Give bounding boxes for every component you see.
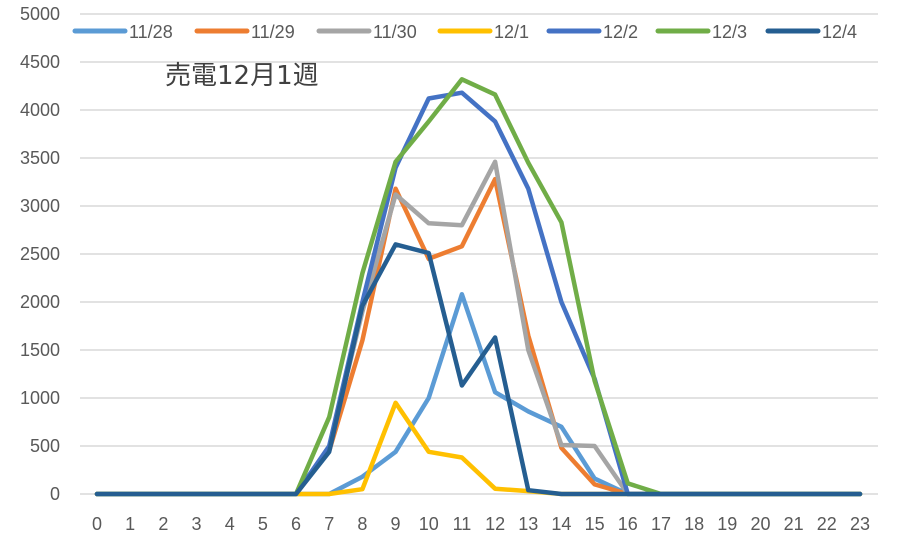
y-tick-label: 1500 xyxy=(20,340,60,360)
y-tick-label: 3000 xyxy=(20,196,60,216)
legend-item-12-2: 12/2 xyxy=(546,22,638,42)
x-tick-label: 7 xyxy=(324,514,334,534)
chart-title: 売電12月1週 xyxy=(165,61,319,91)
legend-label: 12/3 xyxy=(712,22,747,42)
legend-item-12-1: 12/1 xyxy=(437,22,529,42)
x-tick-label: 6 xyxy=(291,514,301,534)
series-line-12-4 xyxy=(94,242,863,497)
y-tick-label: 4500 xyxy=(20,52,60,72)
y-axis: 0 500 1000 1500 2000 2500 3000 3500 4000 4500 5000 xyxy=(20,4,60,504)
x-tick-label: 15 xyxy=(585,514,605,534)
x-tick-label: 2 xyxy=(158,514,168,534)
x-tick-label: 19 xyxy=(717,514,737,534)
x-tick-label: 12 xyxy=(485,514,505,534)
x-tick-label: 4 xyxy=(225,514,235,534)
x-tick-label: 5 xyxy=(258,514,268,534)
y-tick-label: 2000 xyxy=(20,292,60,312)
legend-item-11-29: 11/29 xyxy=(194,22,295,42)
x-tick-label: 14 xyxy=(551,514,571,534)
y-tick-label: 3500 xyxy=(20,148,60,168)
x-tick-label: 3 xyxy=(192,514,202,534)
x-tick-label: 23 xyxy=(850,514,870,534)
y-tick-label: 5000 xyxy=(20,4,60,24)
y-tick-label: 4000 xyxy=(20,100,60,120)
legend-label: 12/4 xyxy=(822,22,857,42)
y-tick-label: 2500 xyxy=(20,244,60,264)
series-line-12-1 xyxy=(94,400,863,497)
series-line-12-2 xyxy=(94,90,863,497)
series-line-12-3 xyxy=(94,77,863,497)
series-lines xyxy=(94,77,863,497)
legend-label: 12/2 xyxy=(603,22,638,42)
legend-item-12-4: 12/4 xyxy=(765,22,857,42)
x-tick-label: 9 xyxy=(391,514,401,534)
y-tick-label: 0 xyxy=(50,484,60,504)
x-tick-label: 22 xyxy=(817,514,837,534)
x-tick-label: 17 xyxy=(651,514,671,534)
legend-item-11-28: 11/28 xyxy=(72,22,173,42)
legend-label: 11/30 xyxy=(373,22,417,42)
x-axis: 0 1 2 3 4 5 6 7 8 9 10 11 12 13 14 15 16 17 18 19 20 21 22 23 xyxy=(92,514,870,534)
series-line-11-28 xyxy=(94,292,863,497)
x-tick-label: 21 xyxy=(784,514,804,534)
legend: 11/28 11/29 11/30 12/1 12/2 12/3 12/4 xyxy=(72,22,857,42)
legend-item-12-3: 12/3 xyxy=(655,22,747,42)
x-tick-label: 10 xyxy=(419,514,439,534)
x-tick-label: 16 xyxy=(618,514,638,534)
y-tick-label: 500 xyxy=(30,436,60,456)
x-tick-label: 0 xyxy=(92,514,102,534)
legend-label: 12/1 xyxy=(494,22,529,42)
x-tick-label: 11 xyxy=(453,514,472,534)
x-tick-label: 18 xyxy=(684,514,704,534)
x-tick-label: 8 xyxy=(357,514,367,534)
legend-label: 11/28 xyxy=(129,22,173,42)
y-tick-label: 1000 xyxy=(20,388,60,408)
x-tick-label: 20 xyxy=(750,514,770,534)
x-tick-label: 13 xyxy=(518,514,538,534)
legend-item-11-30: 11/30 xyxy=(316,22,417,42)
x-tick-label: 1 xyxy=(125,514,135,534)
legend-label: 11/29 xyxy=(251,22,295,42)
